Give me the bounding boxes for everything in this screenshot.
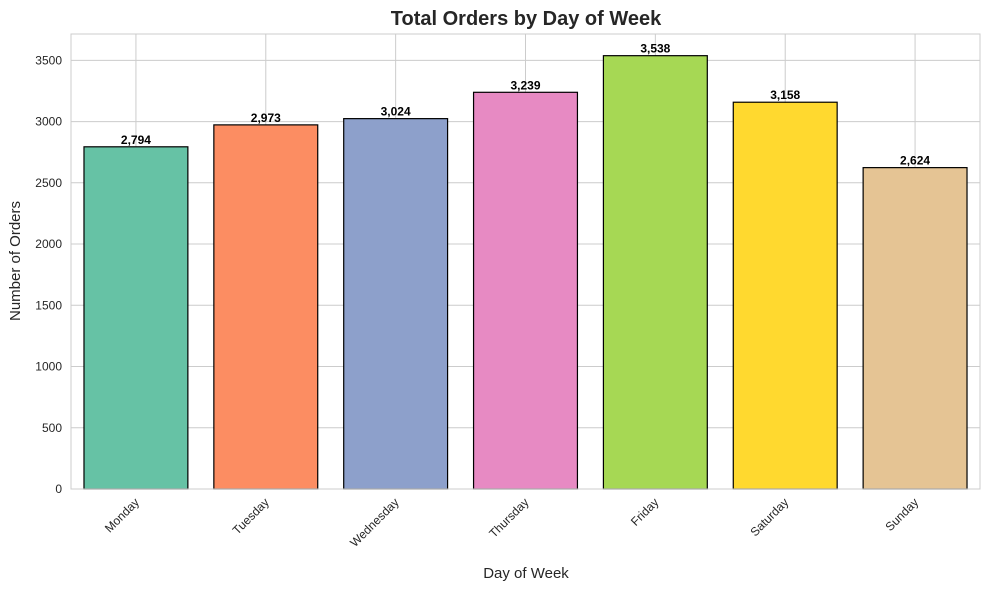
x-tick-label-monday: Monday <box>102 495 142 535</box>
x-tick-label-sunday: Sunday <box>883 495 922 534</box>
y-tick-label: 0 <box>55 482 62 496</box>
x-axis-label: Day of Week <box>483 565 569 582</box>
data-label-friday: 3,538 <box>640 42 670 56</box>
data-label-wednesday: 3,024 <box>381 105 411 119</box>
x-tick-label-wednesday: Wednesday <box>347 495 402 550</box>
data-label-saturday: 3,158 <box>770 88 800 102</box>
x-tick-label-friday: Friday <box>628 495 661 528</box>
y-tick-label: 1500 <box>35 298 62 312</box>
y-tick-label: 2000 <box>35 237 62 251</box>
chart-title: Total Orders by Day of Week <box>391 8 662 30</box>
x-tick-labels: Monday Tuesday Wednesday Thursday Friday Satu… <box>102 495 921 550</box>
data-label-thursday: 3,239 <box>510 78 540 92</box>
data-label-tuesday: 2,973 <box>251 111 281 125</box>
y-tick-label: 3500 <box>35 53 62 67</box>
y-tick-label: 1000 <box>35 360 62 374</box>
bar-sunday <box>862 167 968 490</box>
data-label-monday: 2,794 <box>121 133 151 147</box>
bar-thursday <box>472 91 579 490</box>
data-label-sunday: 2,624 <box>900 154 930 168</box>
x-tick-label-thursday: Thursday <box>486 495 531 540</box>
y-tick-label: 2500 <box>35 176 62 190</box>
y-axis-label: Number of Orders <box>7 201 24 321</box>
bar-monday <box>83 146 189 490</box>
y-tick-labels: 0 500 1000 1500 2000 2500 3000 3500 <box>35 53 62 496</box>
bars-layer <box>83 55 968 490</box>
x-tick-label-saturday: Saturday <box>747 495 791 539</box>
bar-saturday <box>732 101 838 490</box>
data-labels-layer: 2,794 2,973 3,024 3,239 3,538 3,158 2,624 <box>121 42 930 168</box>
bar-tuesday <box>213 124 319 490</box>
y-tick-label: 500 <box>42 421 62 435</box>
x-tick-label-tuesday: Tuesday <box>230 495 272 537</box>
bar-wednesday <box>343 118 449 490</box>
y-tick-label: 3000 <box>35 115 62 129</box>
plot-frame <box>70 33 981 490</box>
bar-friday <box>602 55 708 490</box>
